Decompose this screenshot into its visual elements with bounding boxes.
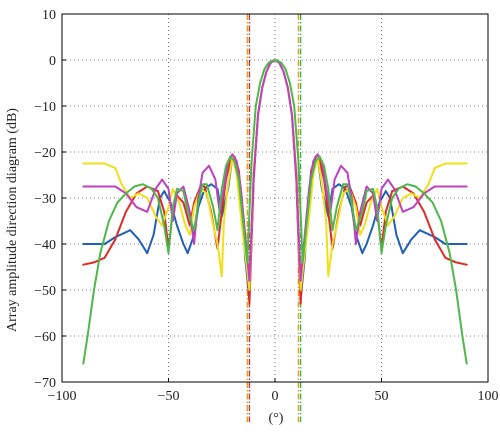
y-tick-label: −50 [34, 284, 56, 299]
y-tick-label: −20 [34, 146, 56, 161]
y-tick-labels: 10 0 −10 −20 −30 −40 −50 −60 −70 [34, 8, 66, 391]
series-line-1 [82, 59, 468, 301]
y-tick-label: −70 [34, 376, 56, 391]
series-line-5 [82, 59, 468, 365]
x-tick-label: −100 [48, 389, 77, 404]
x-tick-label: −50 [158, 389, 180, 404]
vertical-marker-lines [246, 14, 302, 422]
y-tick-label: −60 [34, 330, 56, 345]
data-series [82, 59, 468, 365]
x-tick-label: 100 [478, 389, 499, 404]
x-tick-label: 0 [272, 389, 279, 404]
y-tick-label: −10 [34, 100, 56, 115]
x-axis-label: (°) [269, 411, 284, 426]
x-tick-label: 50 [375, 389, 389, 404]
y-axis-label: Array amplitude direction diagram (dB) [5, 108, 20, 332]
y-tick-label: −40 [34, 238, 56, 253]
y-tick-label: 10 [42, 8, 56, 23]
series-line-2 [82, 59, 468, 305]
y-tick-label: −30 [34, 192, 56, 207]
y-tick-label: 0 [49, 54, 56, 69]
grid-lines [62, 14, 488, 382]
x-tick-labels: −100 −50 0 50 100 [48, 378, 499, 404]
